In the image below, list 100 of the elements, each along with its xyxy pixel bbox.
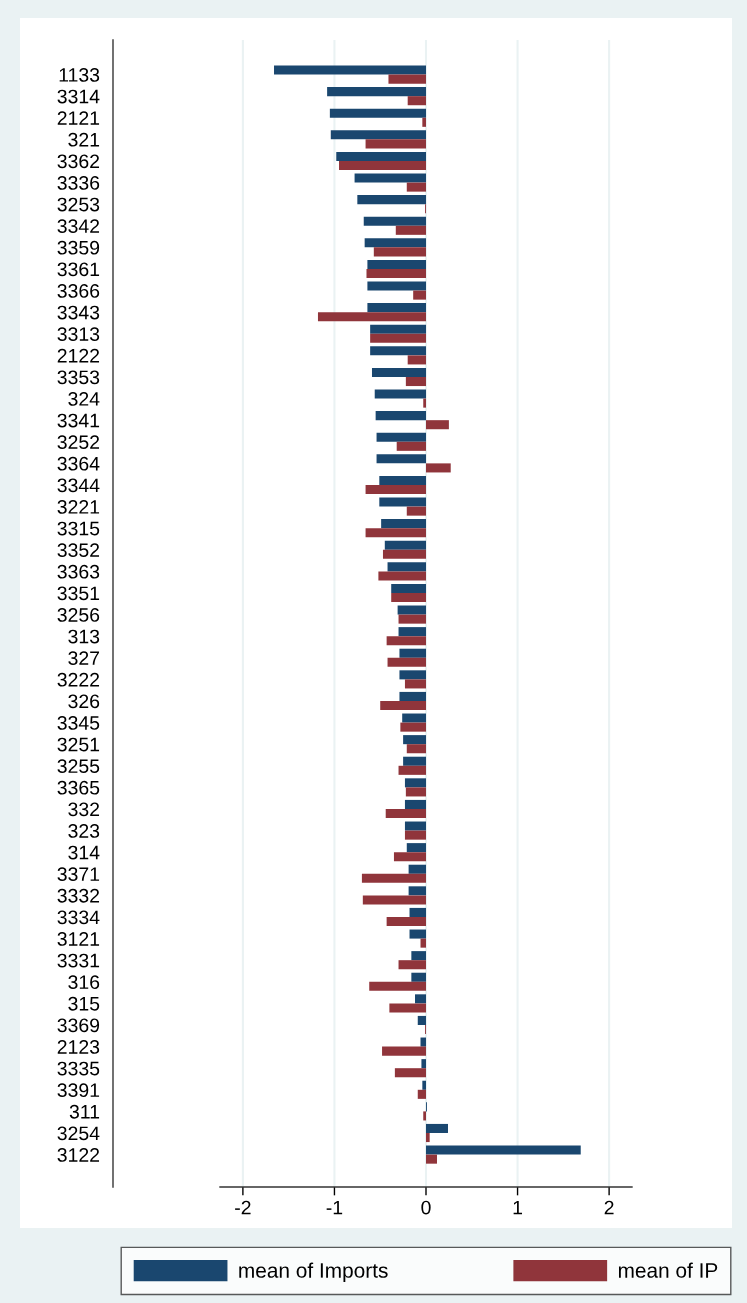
y-tick-label: 3121 [57,932,100,946]
y-tick-label: 326 [68,694,100,709]
bar [408,864,426,874]
bar [369,981,426,991]
y-tick-label: 3344 [57,478,100,493]
bar [317,312,426,322]
bar [402,713,426,723]
bar [382,1046,426,1056]
bar [404,821,426,831]
bar [403,756,426,766]
bar [407,355,426,365]
bar [398,614,426,624]
y-tick-label: 3352 [57,543,100,558]
bar [363,216,426,226]
y-tick-label: 314 [68,845,100,860]
bar [423,398,426,408]
bar [339,160,426,171]
bar [411,972,426,982]
y-tick-label: 3315 [57,521,100,536]
y-tick-label: 3364 [57,456,100,471]
y-tick-label: 3369 [57,1018,100,1033]
bar [411,951,426,961]
y-tick-label: 3334 [57,910,100,925]
bar [376,454,426,464]
y-tick-label: 3331 [57,953,100,968]
bar [406,182,426,192]
bar [409,907,426,917]
y-tick-label: 3366 [57,284,100,298]
bar [357,195,426,205]
bar [408,886,426,896]
bar [405,787,426,797]
bar [397,605,426,615]
bar [426,1145,581,1155]
y-tick-label: 327 [68,651,100,666]
bar [406,843,426,853]
bar [354,173,426,183]
y-tick-label: 3342 [57,219,100,233]
bar [387,657,426,667]
bar [421,1059,426,1069]
y-tick-label: 332 [68,802,100,817]
bar [391,592,426,603]
bar [422,117,426,127]
bar [274,65,426,75]
y-tick-label: 3222 [57,672,100,687]
bar [367,259,426,269]
bar [327,87,426,97]
bar [366,268,426,279]
bar [404,799,426,809]
y-tick-label: 3345 [57,716,100,730]
y-tick-label: 3256 [57,608,100,622]
bar [384,540,426,550]
bar [385,808,426,819]
y-tick-label: 3252 [57,435,100,450]
bar [404,679,426,689]
x-tick-label: -2 [235,1200,251,1215]
bar [365,528,426,538]
y-tick-label: 3253 [57,197,100,212]
bar [365,484,426,495]
y-tick-label: 2123 [57,1040,100,1054]
x-tick-label: 1 [513,1200,523,1215]
bar [379,497,426,507]
y-tick-label: 3363 [57,564,100,579]
bar [370,346,426,356]
y-tick-label: 3353 [57,370,100,385]
bar [380,700,426,711]
bar [373,247,426,257]
legend-label: mean of IP [618,1262,718,1278]
y-tick-label: 2121 [57,111,100,125]
x-tick-label: -1 [326,1200,343,1215]
y-tick-label: 321 [68,132,100,147]
bar [329,108,426,118]
y-tick-label: 3341 [57,413,100,428]
y-tick-label: 3362 [57,154,100,169]
bar [371,367,426,377]
bar [406,744,426,754]
y-tick-label: 313 [68,629,100,644]
y-tick-label: 3335 [57,1061,100,1076]
y-tick-label: 3371 [57,867,100,882]
bar [336,151,426,161]
bar [374,389,426,399]
y-tick-label: 3254 [57,1126,100,1141]
bar [404,778,426,788]
y-tick-label: 3313 [57,327,100,342]
y-tick-label: 3221 [57,500,100,514]
bar [375,411,426,421]
y-tick-label: 316 [68,975,100,990]
y-tick-label: 3361 [57,262,100,277]
y-tick-label: 3255 [57,759,100,774]
y-tick-label: 311 [69,1104,100,1119]
y-tick-label: 2122 [57,348,100,363]
bar [396,441,426,451]
bar [391,583,426,593]
y-tick-label: 3251 [57,737,100,752]
y-tick-label: 3351 [57,586,100,601]
y-tick-label: 3365 [57,780,100,795]
bar [398,960,426,970]
bar [426,420,449,430]
bar [382,549,426,559]
bar [426,1133,430,1143]
bar [365,139,426,149]
